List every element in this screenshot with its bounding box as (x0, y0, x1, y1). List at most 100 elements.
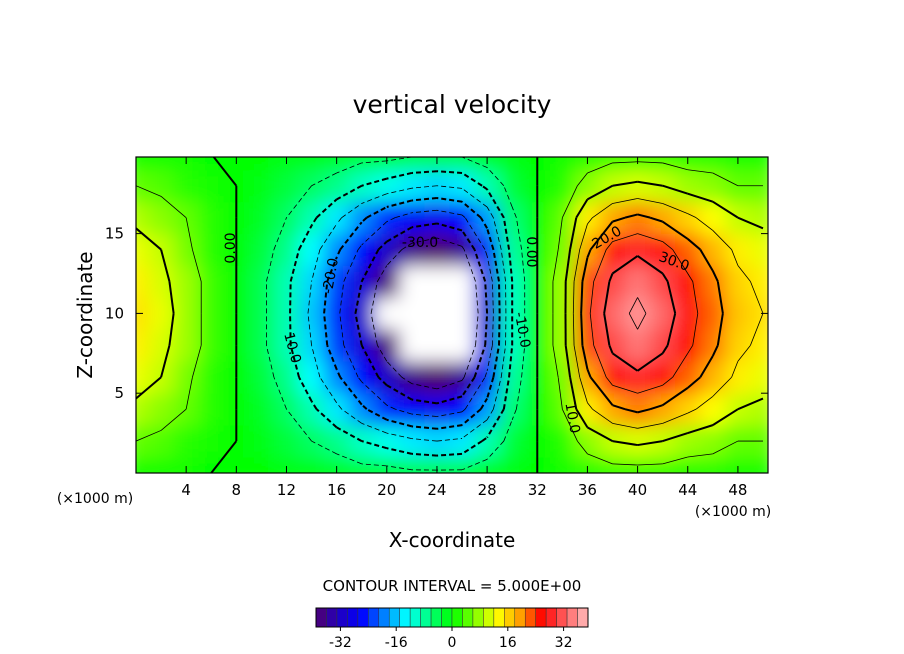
contour-line (386, 465, 412, 471)
contour-line (461, 214, 466, 218)
cell (449, 361, 476, 394)
contour-line (552, 249, 559, 282)
cell (599, 329, 626, 362)
cell (700, 425, 726, 458)
contour-line (605, 241, 613, 250)
contour-line (608, 273, 614, 282)
contour-line (486, 345, 493, 371)
contour-line (311, 249, 321, 282)
contour-line (699, 355, 714, 378)
cell (424, 393, 450, 426)
contour-line (286, 185, 312, 218)
contour-line (266, 249, 275, 282)
cell (349, 297, 375, 330)
contour-line (711, 270, 719, 282)
cell (424, 361, 450, 394)
contour-line (492, 345, 500, 378)
cell (449, 457, 476, 473)
cell (424, 329, 450, 362)
colorbar-block (514, 607, 526, 628)
contour-line (581, 257, 589, 282)
contour-line (577, 172, 588, 186)
contour-line (692, 313, 699, 346)
contour-line (637, 233, 663, 242)
cell (399, 329, 425, 362)
cell (299, 297, 325, 330)
contour-line (411, 452, 438, 457)
cell (324, 265, 350, 298)
cell (299, 361, 325, 394)
cell (399, 265, 425, 298)
contour-line (361, 221, 388, 246)
contour-line (479, 217, 488, 229)
contour-line (687, 192, 714, 203)
contour-line (649, 404, 663, 411)
contour-line (561, 408, 578, 442)
contour-line (486, 167, 505, 186)
contour-line (589, 281, 595, 314)
contour-line (361, 403, 368, 410)
contour-line (521, 249, 526, 282)
contour-line (589, 376, 614, 406)
x-tick-label: 24 (427, 481, 446, 499)
contour-line (491, 313, 494, 346)
cell (136, 233, 150, 267)
y-axis-label: Z-coordinate (73, 251, 97, 378)
cell (173, 233, 200, 267)
contour-line (486, 376, 495, 399)
cell (198, 329, 225, 362)
contour-line (603, 281, 611, 314)
colorbar-block (368, 607, 380, 628)
contour-line (361, 193, 387, 204)
cell (349, 201, 375, 235)
cell (424, 233, 450, 267)
contour-line (411, 425, 438, 430)
cell (273, 457, 300, 473)
contour-line (411, 185, 437, 189)
contour-label: 10.0 (280, 331, 304, 365)
colorbar-block (441, 607, 453, 628)
contour-line (160, 196, 187, 218)
cell (198, 201, 225, 235)
contour-line (273, 377, 287, 410)
cell (700, 457, 726, 473)
cell (625, 169, 651, 203)
contour-line (411, 383, 438, 390)
contour-line (319, 223, 337, 250)
contour-line (637, 161, 663, 164)
cell (750, 457, 768, 473)
cell (374, 157, 400, 171)
contour-line (370, 281, 378, 314)
contour-line (712, 172, 739, 187)
cell (399, 297, 425, 330)
cell (599, 361, 626, 394)
cell (725, 157, 751, 171)
contour-line (687, 424, 714, 435)
colorbar-block (326, 607, 338, 628)
contour-label: -30.0 (402, 235, 438, 251)
contour-line (612, 216, 626, 223)
contour-line (552, 345, 559, 378)
contour-line (672, 249, 689, 274)
contour-line (361, 177, 388, 187)
cell (650, 157, 676, 171)
cell (349, 393, 375, 426)
contour-line (436, 452, 463, 457)
contour-line (336, 402, 342, 410)
colorbar-tick-label: 16 (499, 635, 517, 651)
contour-line (687, 213, 697, 219)
colorbar-block (378, 607, 390, 628)
plot-frame (135, 156, 769, 474)
contour-line (160, 408, 187, 431)
contour-line (386, 187, 412, 195)
contour-line (286, 408, 312, 442)
cell (650, 329, 676, 362)
cell (449, 297, 476, 330)
contour-line (386, 171, 413, 180)
colorbar-block (577, 607, 589, 628)
contour-line (311, 172, 337, 187)
cell (625, 361, 651, 394)
x-unit-label: (×1000 m) (57, 491, 133, 507)
cell (675, 157, 701, 171)
contour-line (336, 217, 342, 225)
